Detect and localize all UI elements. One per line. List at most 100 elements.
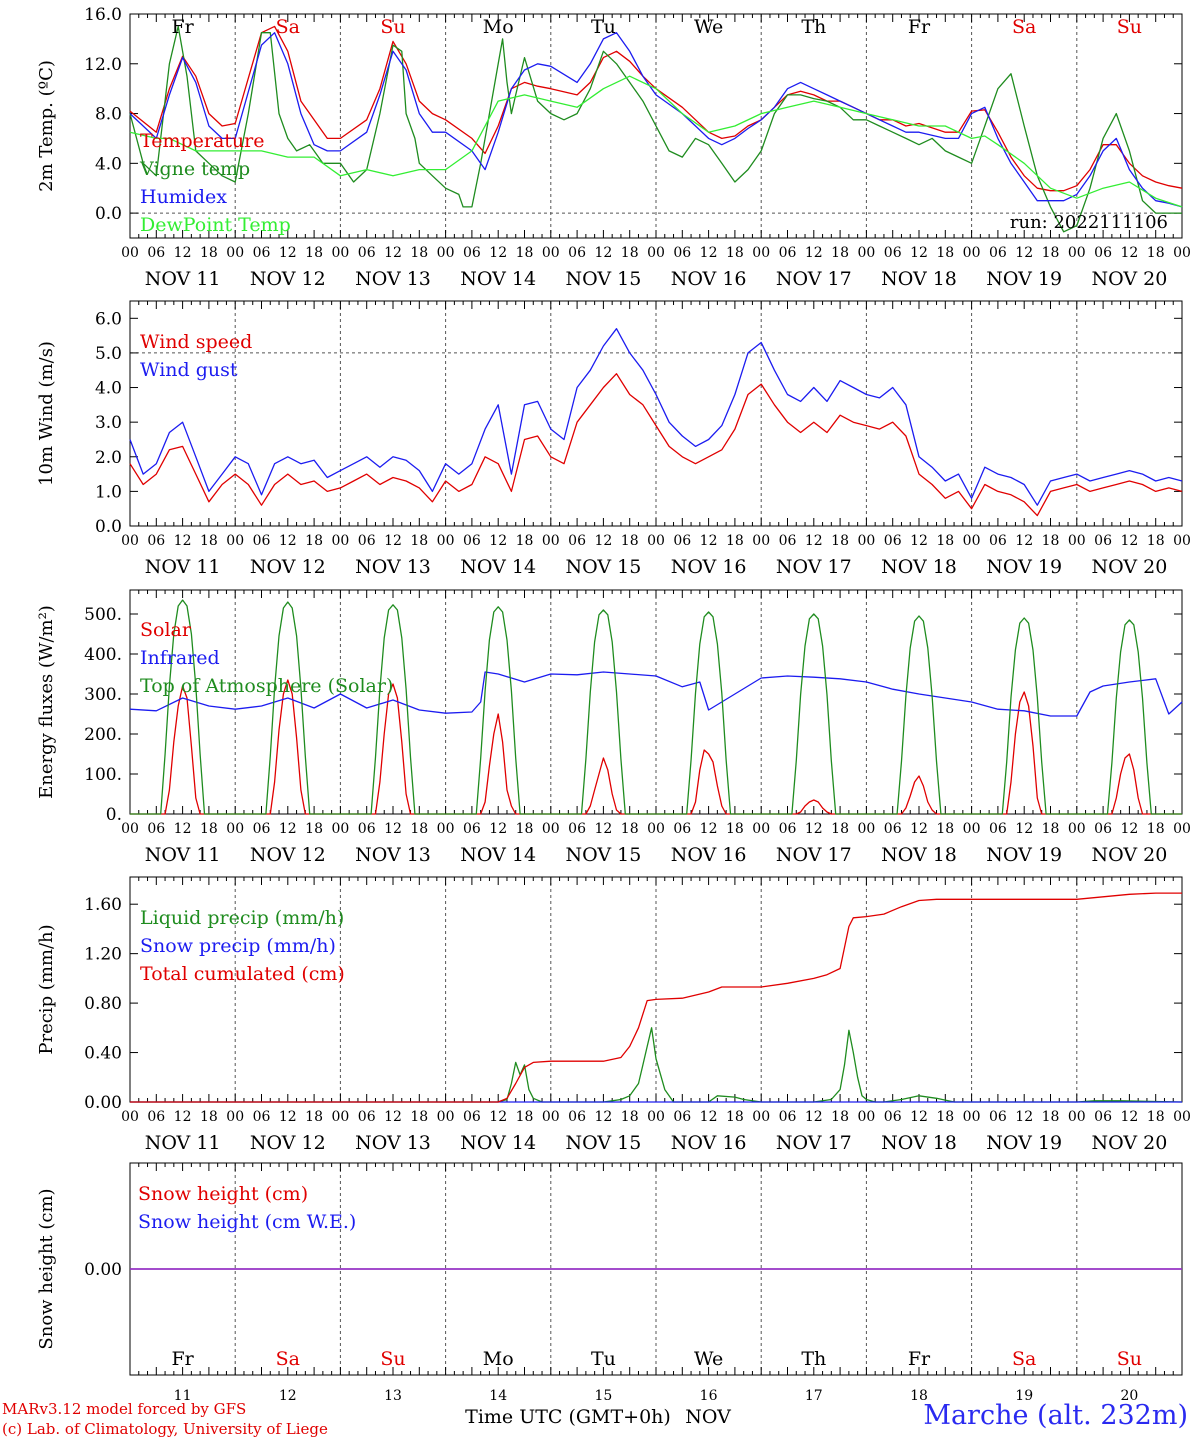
legend-entry: Snow height (cm W.E.): [138, 1211, 356, 1233]
hour-tick-label: 12: [594, 245, 612, 261]
hour-tick-label: 06: [463, 821, 481, 837]
date-label: NOV 20: [1091, 556, 1167, 578]
hour-tick-label: 00: [1173, 821, 1191, 837]
date-label: NOV 19: [986, 268, 1062, 290]
panel-energy: 500. 400. 300. 200. 100. 0. Energy fluxes (W/m…: [36, 589, 1191, 866]
date-label: NOV 20: [1091, 268, 1167, 290]
hour-tick-label: 06: [884, 533, 902, 549]
weekday-label: Th: [801, 16, 826, 38]
hour-tick-label: 18: [305, 1109, 323, 1125]
date-label: NOV 20: [1091, 1132, 1167, 1154]
hour-tick-label: 06: [253, 1109, 271, 1125]
hour-tick-label: 00: [542, 533, 560, 549]
panel-precip: 1.60 1.20 0.80 0.40 0.00 Precip (mm/h) Liquid …: [36, 876, 1191, 1154]
y-tick-label: 6.0: [95, 309, 122, 329]
hour-tick-label: 12: [174, 245, 192, 261]
hour-tick-label: 18: [621, 821, 639, 837]
date-label: NOV 19: [986, 556, 1062, 578]
series-line-temperature: [129, 25, 1183, 192]
hour-tick-label: 12: [384, 245, 402, 261]
hour-tick-label: 00: [226, 821, 244, 837]
y-axis-label: Snow height (cm): [36, 1188, 57, 1349]
hour-tick-label: 12: [910, 821, 928, 837]
hour-tick-label: 06: [989, 533, 1007, 549]
hour-tick-label: 12: [279, 245, 297, 261]
hour-tick-label: 12: [384, 533, 402, 549]
day-number-label: 14: [489, 1388, 507, 1404]
y-tick-label: 100.: [84, 765, 122, 785]
hour-tick-label: 12: [594, 533, 612, 549]
hour-tick-label: 06: [463, 533, 481, 549]
hour-tick-label: 18: [200, 533, 218, 549]
weekday-label: Th: [801, 1348, 826, 1370]
hour-tick-label: 06: [463, 1109, 481, 1125]
y-tick-label: 500.: [84, 605, 122, 625]
hour-tick-label: 06: [253, 821, 271, 837]
date-label: NOV 16: [671, 1132, 747, 1154]
weekday-label: Tu: [591, 16, 616, 38]
run-label: run: 2022111106: [1010, 212, 1168, 233]
hour-tick-label: 06: [253, 533, 271, 549]
hour-tick-label: 12: [700, 1109, 718, 1125]
date-label: NOV 16: [671, 844, 747, 866]
date-label: NOV 12: [250, 1132, 326, 1154]
hour-tick-label: 00: [857, 533, 875, 549]
hour-tick-label: 18: [726, 533, 744, 549]
y-tick-label: 2.0: [95, 448, 122, 468]
hour-tick-label: 12: [1015, 1109, 1033, 1125]
hour-tick-label: 06: [147, 1109, 165, 1125]
hour-tick-label: 06: [253, 245, 271, 261]
hour-tick-label: 12: [805, 1109, 823, 1125]
hour-tick-label: 12: [910, 1109, 928, 1125]
x-axis-title: Time UTC (GMT+0h): [465, 1406, 671, 1428]
weekday-label: Sa: [1012, 1348, 1036, 1370]
weekday-label: Mo: [483, 16, 514, 38]
y-tick-label: 4.0: [95, 379, 122, 399]
hour-tick-label: 06: [673, 533, 691, 549]
y-axis-label: 10m Wind (m/s): [36, 341, 57, 486]
y-tick-label: 8.0: [95, 105, 122, 125]
weekday-label: Sa: [276, 16, 300, 38]
legend-entry: Top of Atmosphere (Solar): [140, 675, 393, 697]
weekday-label: Sa: [1012, 16, 1036, 38]
date-label: NOV 17: [776, 556, 852, 578]
hour-tick-label: 00: [437, 533, 455, 549]
hour-tick-label: 00: [542, 1109, 560, 1125]
y-tick-label: 3.0: [95, 413, 122, 433]
hour-tick-label: 00: [331, 1109, 349, 1125]
hour-tick-label: 00: [752, 533, 770, 549]
hour-tick-label: 00: [857, 1109, 875, 1125]
y-tick-label: 0.: [106, 805, 122, 825]
date-label: NOV 15: [565, 268, 641, 290]
hour-tick-label: 00: [1068, 245, 1086, 261]
hour-tick-label: 12: [384, 821, 402, 837]
legend-entry: Wind gust: [140, 359, 238, 381]
series-line-humidex: [129, 32, 1183, 208]
hour-tick-label: 12: [805, 821, 823, 837]
legend-entry: Snow height (cm): [138, 1183, 308, 1205]
hour-tick-label: 12: [1120, 533, 1138, 549]
y-tick-label: 200.: [84, 725, 122, 745]
hour-tick-label: 00: [121, 1109, 139, 1125]
hour-tick-label: 06: [358, 821, 376, 837]
hour-tick-label: 18: [936, 533, 954, 549]
hour-tick-label: 12: [805, 533, 823, 549]
hour-tick-label: 18: [305, 821, 323, 837]
series-line-wind-gust: [129, 328, 1183, 506]
hour-tick-label: 18: [831, 533, 849, 549]
y-tick-label: 400.: [84, 645, 122, 665]
hour-tick-label: 18: [1042, 245, 1060, 261]
hour-tick-label: 06: [358, 1109, 376, 1125]
hour-tick-label: 00: [542, 821, 560, 837]
panel-wind: 6.0 5.0 4.0 3.0 2.0 1.0 0.0 10m Wind (m/s) Wind …: [36, 300, 1191, 578]
hour-tick-label: 06: [673, 245, 691, 261]
hour-tick-label: 12: [1120, 1109, 1138, 1125]
y-tick-label: 0.00: [84, 1093, 122, 1113]
weekday-label: We: [694, 1348, 723, 1370]
hour-tick-label: 12: [910, 245, 928, 261]
hour-tick-label: 18: [831, 245, 849, 261]
day-number-label: 12: [279, 1388, 297, 1404]
legend-entry: Total cumulated (cm): [140, 963, 345, 985]
hour-tick-label: 12: [1015, 533, 1033, 549]
date-label: NOV 11: [145, 1132, 221, 1154]
